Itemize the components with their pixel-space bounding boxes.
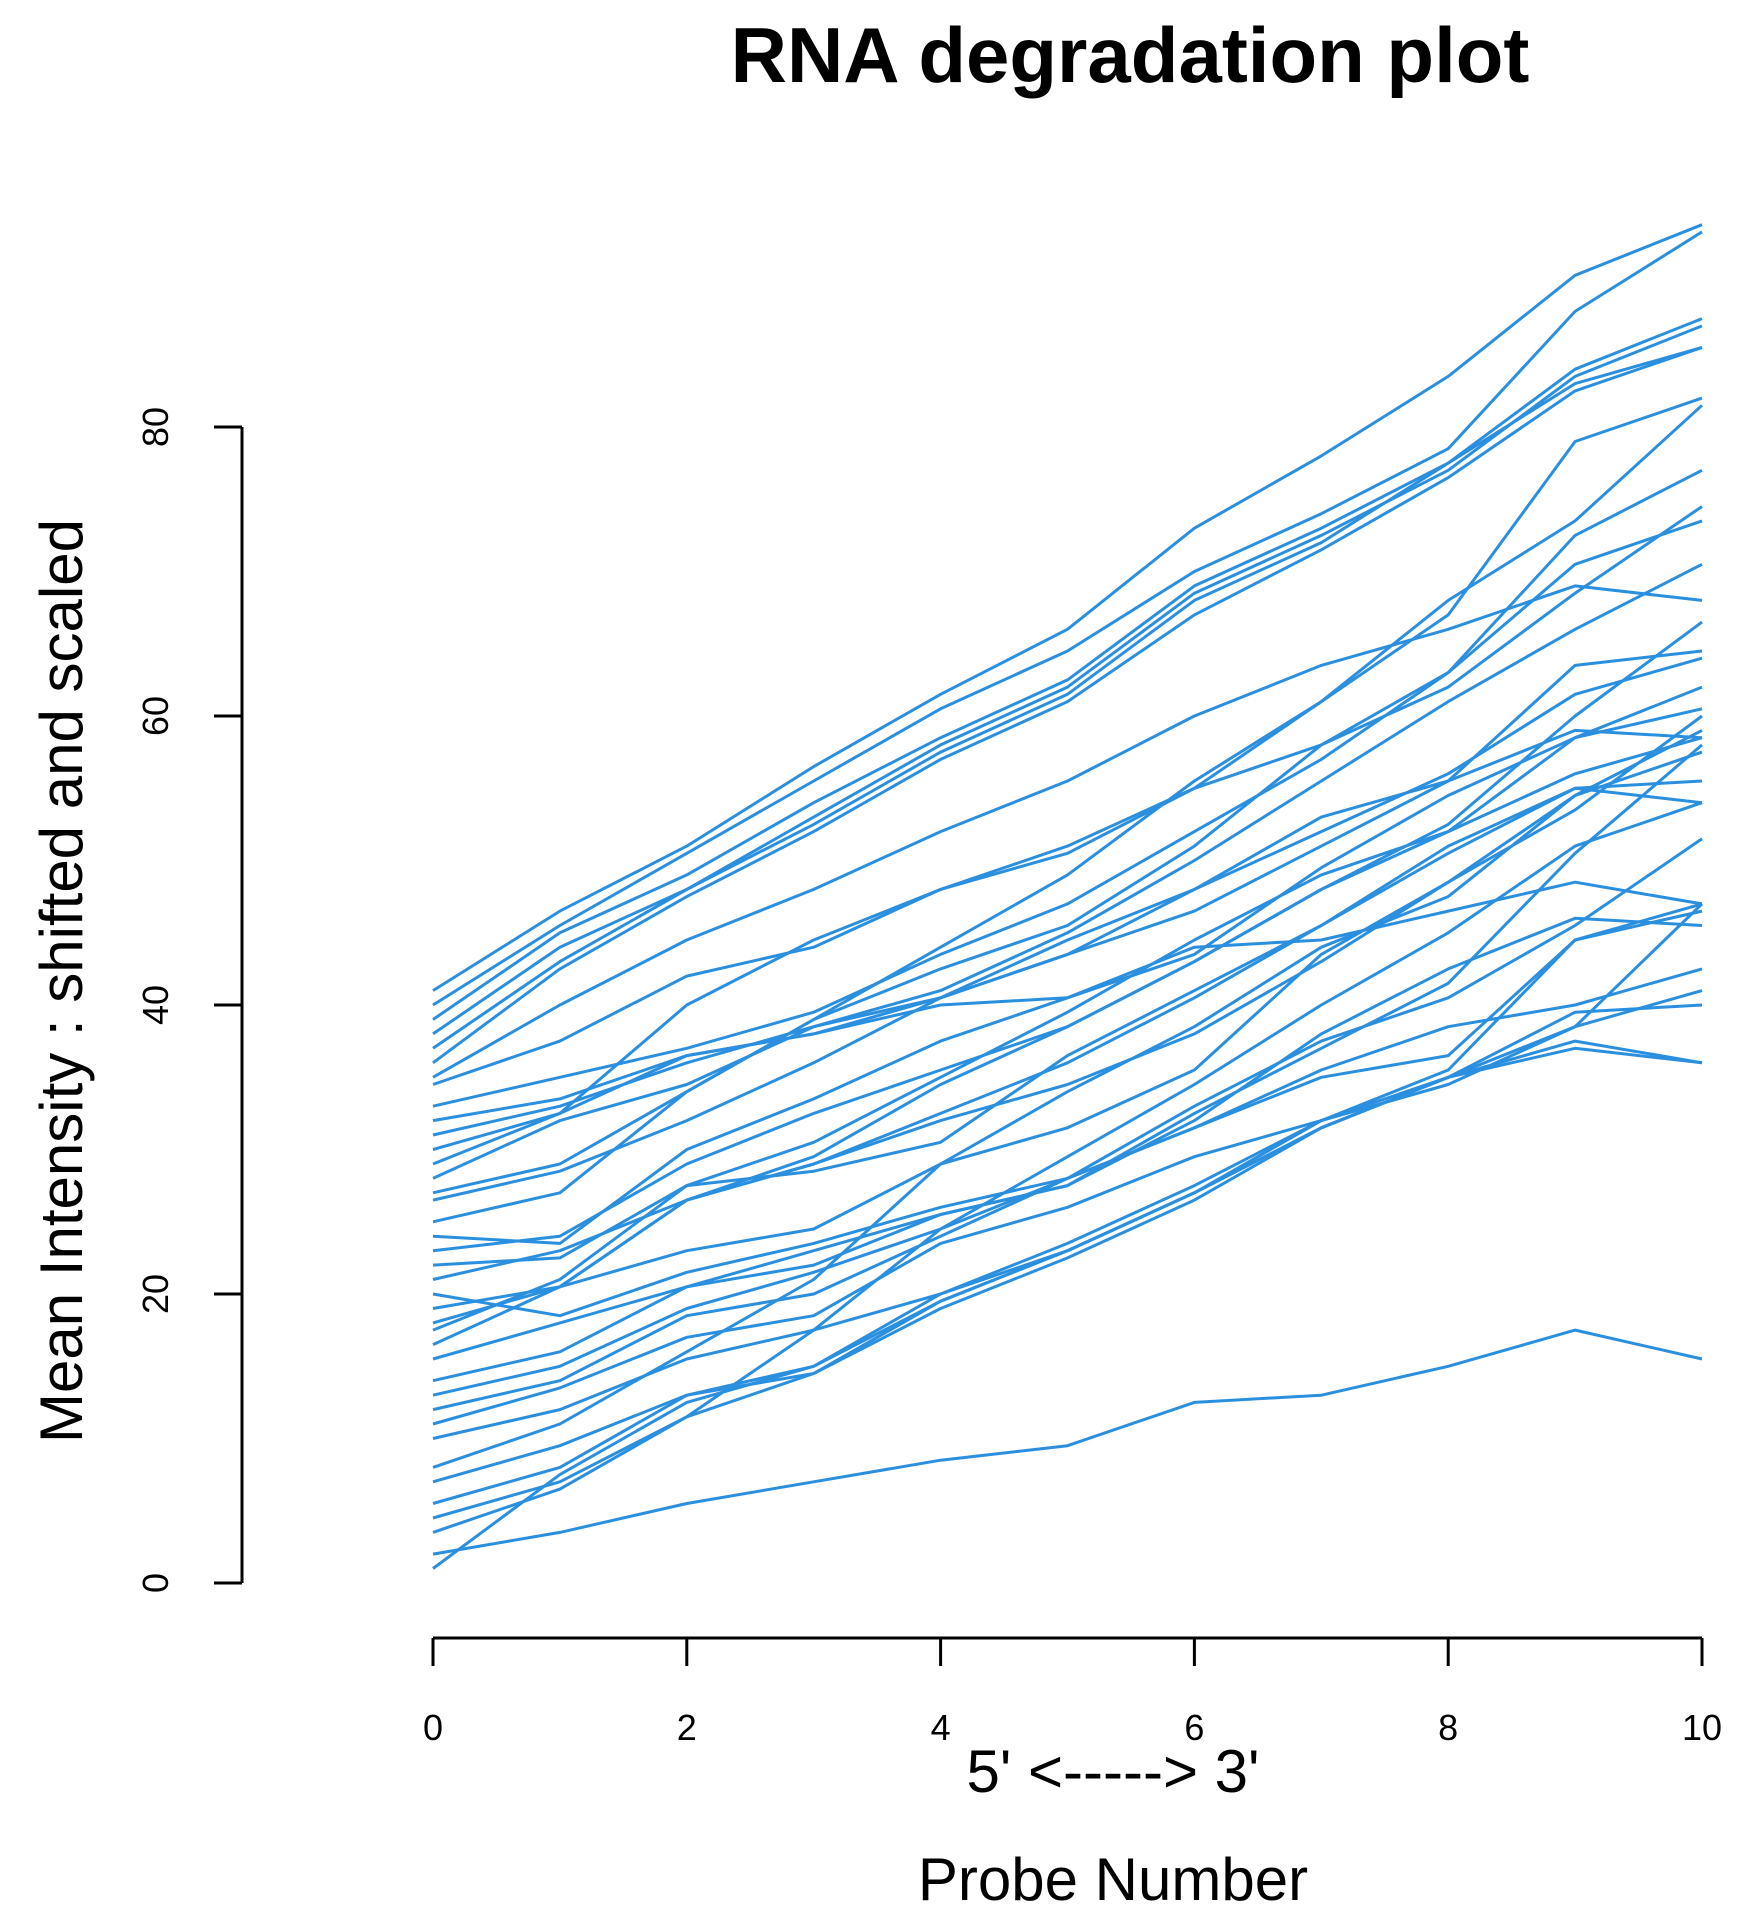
series-line-array-37 (432, 801, 1703, 1534)
y-tick-label-40: 40 (135, 985, 176, 1025)
series-line-array-16 (432, 728, 1703, 1202)
x-tick-label-0: 0 (423, 1707, 443, 1748)
series-line-array-25 (432, 786, 1703, 1332)
series-line-array-07 (432, 584, 1703, 1079)
x-tick-label-2: 2 (677, 1707, 697, 1748)
y-axis: 0 20 40 60 80 (135, 407, 244, 1593)
x-tick-label-4: 4 (931, 1707, 951, 1748)
series-line-array-09 (432, 468, 1703, 1108)
series-line-array-29 (432, 837, 1703, 1397)
series-line-array-35 (432, 902, 1704, 1505)
x-tick-label-10: 10 (1682, 1707, 1722, 1748)
series-line-array-13 (432, 404, 1704, 1166)
series-line-array-18 (432, 707, 1703, 1245)
series-line-array-02 (432, 230, 1703, 1007)
series-line-array-10 (432, 649, 1703, 1123)
series-line-array-08 (432, 505, 1703, 1086)
series-line-array-04 (432, 324, 1703, 1036)
series-line-array-30 (432, 967, 1703, 1412)
series-line-array-17 (432, 519, 1703, 1224)
x-axis-label-direction: 5' <-----> 3' (967, 1738, 1260, 1805)
series-line-array-39 (432, 1039, 1703, 1570)
series-line-array-28 (432, 743, 1703, 1383)
y-tick-label-0: 0 (135, 1573, 176, 1593)
series-lines (432, 223, 1704, 1570)
series-line-array-22 (432, 902, 1703, 1318)
series-line-array-36 (432, 909, 1703, 1520)
x-tick-label-8: 8 (1438, 1707, 1458, 1748)
series-line-array-34 (432, 1003, 1703, 1484)
x-tick-label-6: 6 (1184, 1707, 1204, 1748)
y-tick-label-80: 80 (135, 407, 176, 447)
series-line-array-38 (432, 1328, 1703, 1556)
series-line-array-11 (432, 562, 1703, 1137)
x-axis: 0 2 4 6 8 10 (423, 1636, 1722, 1748)
y-tick-label-20: 20 (135, 1274, 176, 1314)
series-line-array-33 (432, 729, 1703, 1469)
y-tick-label-60: 60 (135, 696, 176, 736)
series-line-array-06 (432, 346, 1703, 1065)
x-axis-label: Probe Number (918, 1846, 1308, 1913)
y-axis-label: Mean Intensity : shifted and scaled (28, 519, 95, 1443)
series-line-array-03 (432, 317, 1703, 1021)
series-line-array-15 (432, 396, 1703, 1195)
series-line-array-05 (432, 346, 1703, 1050)
series-line-array-24 (432, 750, 1703, 1325)
chart-title: RNA degradation plot (731, 11, 1530, 99)
series-line-array-20 (432, 736, 1703, 1267)
series-line-array-14 (432, 656, 1703, 1180)
series-line-array-01 (432, 223, 1703, 992)
series-line-array-21 (432, 620, 1703, 1281)
series-line-array-26 (432, 714, 1703, 1346)
